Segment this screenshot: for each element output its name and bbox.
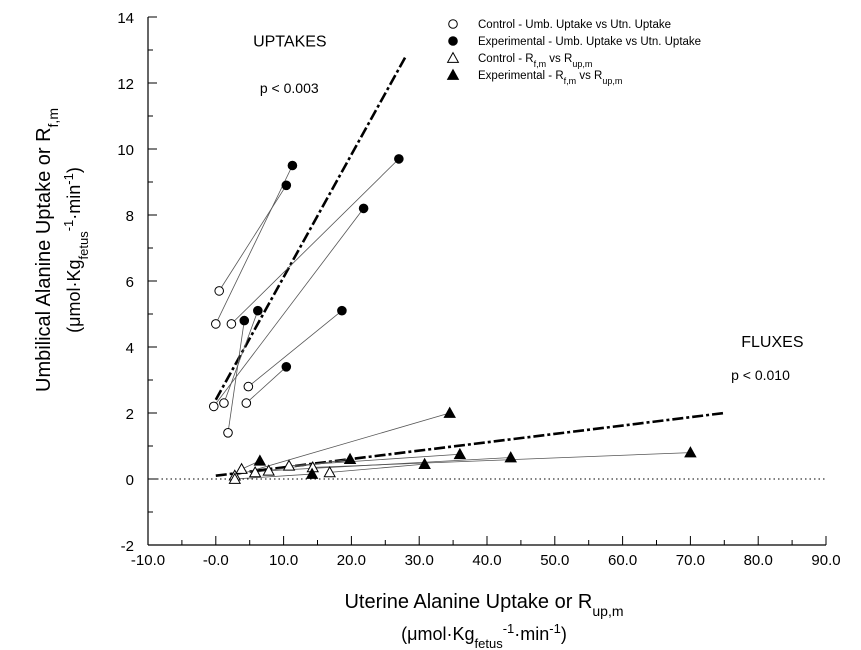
y-tick-label: 4 xyxy=(126,340,134,357)
x-tick-label: -0.0 xyxy=(203,552,229,569)
x-tick-label: 70.0 xyxy=(676,552,705,569)
control-flux-point xyxy=(323,465,336,478)
legend-marker xyxy=(448,19,458,29)
y-axis-title-line2: (μmol·Kgfetus-1·min-1) xyxy=(61,167,91,333)
y-tick-label: 14 xyxy=(117,10,134,27)
control-uptake-point xyxy=(226,319,237,329)
y-tick-label: 6 xyxy=(126,274,134,291)
y-tick-label: 12 xyxy=(117,76,134,93)
control-flux-point xyxy=(282,459,296,471)
flux-pair-connector xyxy=(288,453,460,467)
x-tick-label: 10.0 xyxy=(269,552,298,569)
x-tick-label: 50.0 xyxy=(540,552,569,569)
experimental-uptake-point xyxy=(281,180,292,191)
control-uptake-point xyxy=(241,398,252,408)
chart-annotation: UPTAKES xyxy=(253,34,327,51)
control-uptake-point xyxy=(223,428,233,438)
flux-pair-connector xyxy=(234,412,450,477)
x-axis-title-line2: (μmol·Kgfetus-1·min-1) xyxy=(401,621,567,650)
control-flux-point xyxy=(228,472,242,484)
control-uptake-point xyxy=(211,319,221,329)
y-axis-title-line1: Umbilical Alanine Uptake or Rf,m xyxy=(33,108,61,392)
experimental-uptake-point xyxy=(253,305,263,316)
experimental-flux-point xyxy=(343,452,357,465)
legend-entry-label: Experimental - Rf,m vs Rup,m xyxy=(478,70,622,86)
flux-pair-connector xyxy=(329,463,425,473)
uptakes-regression xyxy=(214,55,407,401)
legend-marker xyxy=(446,68,460,80)
experimental-uptake-point xyxy=(239,315,250,326)
legend-entry-label: Experimental - Umb. Uptake vs Utn. Uptak… xyxy=(478,36,701,48)
control-flux-point xyxy=(262,464,275,476)
uptake-pair-connector xyxy=(223,310,259,404)
legend-marker xyxy=(446,51,460,63)
y-tick-label: -2 xyxy=(121,538,134,555)
control-flux-point xyxy=(248,465,262,478)
x-tick-label: 30.0 xyxy=(405,552,434,569)
legend-entry-label: Control - Rf,m vs Rup,m xyxy=(478,53,592,69)
legend: Control - Umb. Uptake vs Utn. Uptake Expe… xyxy=(446,19,701,86)
control-flux-point xyxy=(235,462,248,474)
legend-entry-label: Control - Umb. Uptake vs Utn. Uptake xyxy=(478,19,671,31)
chart-annotation: p < 0.010 xyxy=(731,367,790,383)
uptake-pair-connector xyxy=(248,310,343,387)
control-uptake-point xyxy=(219,398,229,408)
experimental-flux-point xyxy=(443,406,456,418)
flux-pair-connector xyxy=(234,473,313,480)
experimental-flux-point xyxy=(684,446,697,458)
x-tick-label: -10.0 xyxy=(131,552,165,569)
control-uptake-point xyxy=(243,381,254,392)
plot-area: UPTAKES p < 0.003 FLUXES p < 0.010 xyxy=(148,34,826,484)
experimental-flux-point xyxy=(305,467,319,479)
experimental-flux-point xyxy=(453,447,467,460)
experimental-uptake-point xyxy=(337,305,347,316)
uptake-pair-connector xyxy=(215,165,293,325)
control-uptake-point xyxy=(208,401,219,412)
x-tick-label: 40.0 xyxy=(472,552,501,569)
experimental-uptake-point xyxy=(287,160,298,171)
y-tick-label: 10 xyxy=(117,142,134,159)
x-tick-label: 80.0 xyxy=(744,552,773,569)
chart-annotation: FLUXES xyxy=(741,334,803,351)
flux-pair-connector xyxy=(312,452,691,468)
axes: -2 0 2 4 6 8 10 12 14 -10.0 -0.0 10.0 20.0 30.0 40.0 50… xyxy=(117,10,840,569)
experimental-uptake-point xyxy=(281,362,292,372)
y-tick-label: 8 xyxy=(126,208,134,225)
experimental-uptake-point xyxy=(358,203,369,214)
control-uptake-point xyxy=(214,286,224,296)
uptake-pair-connector xyxy=(218,185,287,292)
experimental-uptake-point xyxy=(394,154,404,164)
experimental-flux-point xyxy=(253,454,267,466)
experimental-flux-point xyxy=(418,457,431,469)
x-tick-label: 60.0 xyxy=(608,552,637,569)
chart-annotation: p < 0.003 xyxy=(260,80,319,96)
x-tick-label: 90.0 xyxy=(811,552,840,569)
uptake-pair-connector xyxy=(213,208,364,407)
uptake-pair-connector xyxy=(231,158,400,325)
y-tick-label: 0 xyxy=(126,472,134,489)
uptake-pair-connector xyxy=(246,366,287,404)
experimental-flux-point xyxy=(504,451,517,463)
legend-marker xyxy=(448,36,458,46)
y-tick-label: 2 xyxy=(126,406,134,423)
x-tick-label: 20.0 xyxy=(337,552,366,569)
x-axis-title-line1: Uterine Alanine Uptake or Rup,m xyxy=(344,591,623,619)
